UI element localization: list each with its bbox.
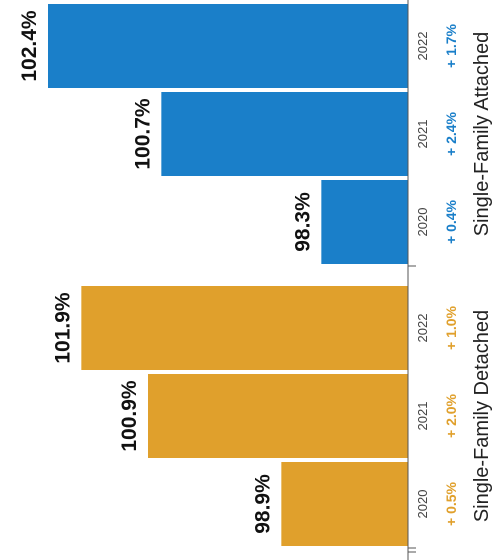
- year-tick-label: 2021: [415, 402, 430, 431]
- labels-layer: 98.9% 2020 + 0.5% 100.9% 2021 + 2.0% 101.9% 202…: [18, 10, 493, 534]
- year-tick-label: 2021: [415, 120, 430, 149]
- value-label: 101.9%: [51, 292, 74, 364]
- year-tick-label: 2022: [415, 32, 430, 61]
- bar-attached-2021: [161, 92, 408, 176]
- year-tick-label: 2022: [415, 314, 430, 343]
- axis-ticks: [408, 265, 416, 553]
- change-label: + 2.4%: [443, 111, 459, 156]
- bar-detached-2021: [148, 374, 408, 458]
- group-label: Single-Family Attached: [471, 32, 493, 237]
- bar-attached-2022: [48, 4, 408, 88]
- change-label: + 1.7%: [443, 23, 459, 68]
- change-label: + 0.4%: [443, 199, 459, 244]
- bar-attached-2020: [321, 180, 408, 264]
- group-label: Single-Family Detached: [471, 310, 493, 522]
- bar-detached-2020: [281, 462, 408, 546]
- year-tick-label: 2020: [415, 490, 430, 519]
- value-label: 100.7%: [131, 98, 154, 170]
- year-tick-label: 2020: [415, 208, 430, 237]
- value-label: 98.9%: [251, 474, 274, 534]
- bar-detached-2022: [81, 286, 408, 370]
- value-label: 98.3%: [291, 192, 314, 252]
- change-label: + 1.0%: [443, 305, 459, 350]
- bars-layer: [48, 4, 408, 546]
- value-label: 102.4%: [18, 10, 41, 82]
- change-label: + 0.5%: [443, 481, 459, 526]
- value-label: 100.9%: [118, 380, 141, 452]
- change-label: + 2.0%: [443, 393, 459, 438]
